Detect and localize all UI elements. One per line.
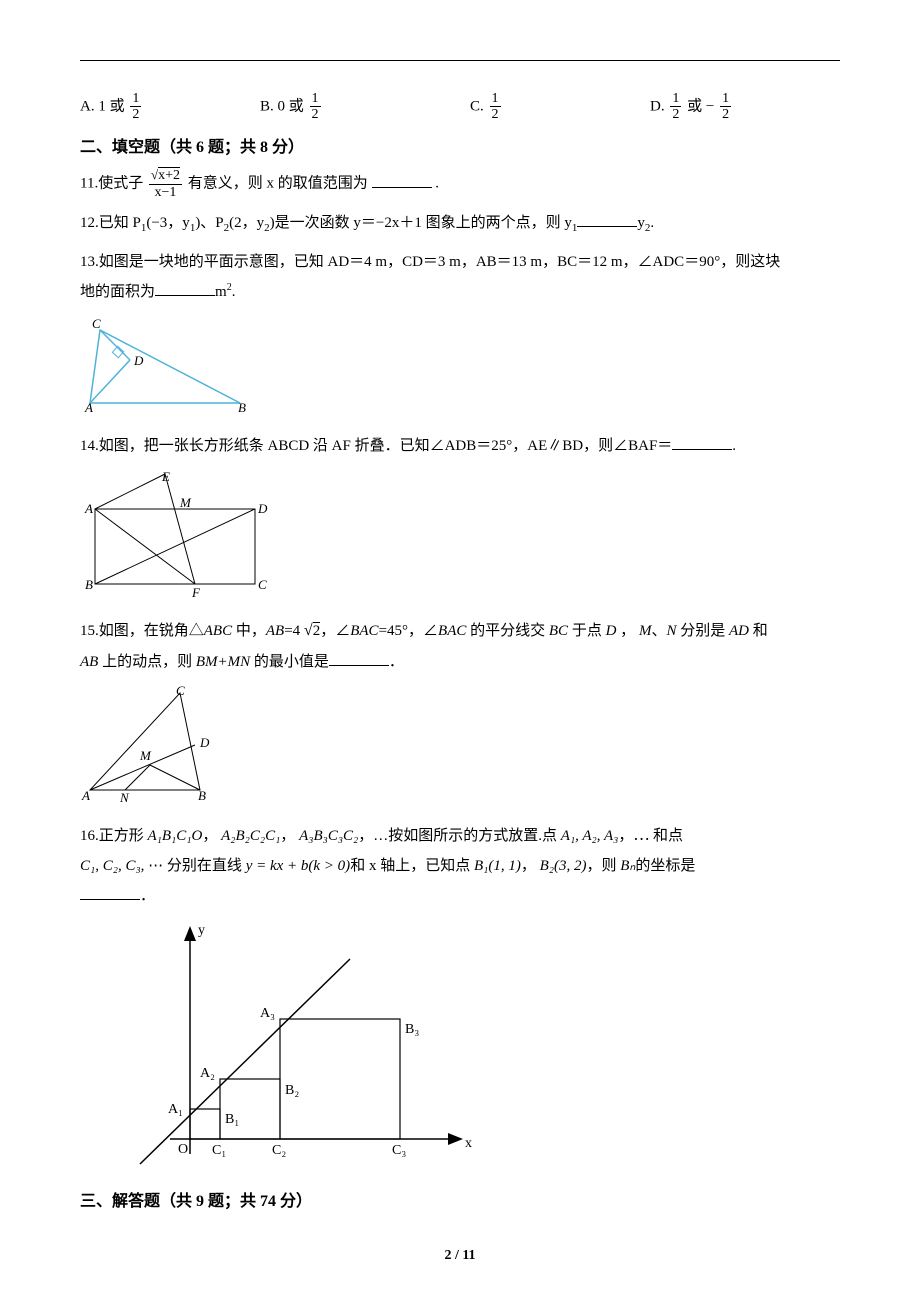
q11-blank	[372, 172, 432, 188]
q11-mid: 有意义，则 x 的取值范围为	[188, 176, 368, 192]
svg-text:B: B	[238, 400, 246, 415]
option-d-prefix: D.	[650, 98, 668, 114]
svg-text:C: C	[92, 316, 101, 331]
svg-text:D: D	[133, 353, 144, 368]
svg-text:N: N	[119, 790, 130, 805]
q15: 15.如图，在锐角△ABC 中，AB=4 √2，∠BAC=45°，∠BAC 的平…	[80, 615, 840, 677]
svg-text:A₂: A₂	[200, 1066, 215, 1081]
svg-text:x: x	[465, 1136, 472, 1151]
option-c-prefix: C.	[470, 98, 488, 114]
svg-text:A: A	[81, 788, 90, 803]
svg-text:B₂: B₂	[285, 1083, 299, 1098]
svg-text:A: A	[84, 400, 93, 415]
svg-text:C₁: C₁	[212, 1143, 226, 1158]
svg-text:C: C	[176, 685, 185, 698]
svg-text:A₁: A₁	[168, 1102, 183, 1117]
q14-svg: A B C D E F M	[80, 469, 280, 599]
option-b: B. 0 或 1 2	[260, 91, 470, 123]
q13-line1: 13.如图是一块地的平面示意图，已知 AD＝4 m，CD＝3 m，AB＝13 m…	[80, 247, 840, 277]
q13-blank	[155, 280, 215, 296]
q11-suffix: .	[435, 176, 439, 192]
svg-text:F: F	[191, 585, 201, 599]
q13-svg: A B C D	[80, 315, 270, 415]
svg-text:A: A	[84, 501, 93, 516]
svg-text:E: E	[161, 469, 170, 484]
fraction-b: 1 2	[310, 91, 321, 123]
q10-options: A. 1 或 1 2 B. 0 或 1 2 C. 1 2 D. 1 2 或 − …	[80, 91, 840, 123]
section3-header: 三、解答题（共 9 题；共 74 分）	[80, 1189, 840, 1215]
q16-blank	[80, 884, 140, 900]
fraction-d1: 1 2	[670, 91, 681, 123]
svg-text:O: O	[178, 1142, 188, 1157]
option-a-prefix: A. 1 或	[80, 98, 128, 114]
q12-blank	[577, 211, 637, 227]
svg-text:C₂: C₂	[272, 1143, 286, 1158]
svg-text:M: M	[139, 748, 152, 763]
option-c: C. 1 2	[470, 91, 650, 123]
svg-text:D: D	[199, 735, 210, 750]
q13-line2: 地的面积为m2.	[80, 277, 840, 307]
section2-header: 二、填空题（共 6 题；共 8 分）	[80, 135, 840, 161]
svg-text:B₁: B₁	[225, 1112, 239, 1127]
fraction-c: 1 2	[490, 91, 501, 123]
svg-text:C₃: C₃	[392, 1143, 406, 1158]
top-divider	[80, 60, 840, 61]
svg-text:M: M	[179, 495, 192, 510]
q16: 16.正方形 A₁B₁C₁O， A₂B₂C₂C₁， A₃B₃C₃C₂，…按如图所…	[80, 821, 840, 911]
svg-text:B: B	[85, 577, 93, 592]
page-footer: 2 / 11	[80, 1245, 840, 1267]
q13: 13.如图是一块地的平面示意图，已知 AD＝4 m，CD＝3 m，AB＝13 m…	[80, 247, 840, 307]
svg-text:C: C	[258, 577, 267, 592]
q15-svg: A B C D M N	[80, 685, 260, 805]
q15-figure: A B C D M N	[80, 685, 840, 813]
option-d: D. 1 2 或 − 1 2	[650, 91, 790, 123]
q14-blank	[672, 434, 732, 450]
svg-text:y: y	[198, 923, 205, 938]
q14: 14.如图，把一张长方形纸条 ABCD 沿 AF 折叠．已知∠ADB＝25°，A…	[80, 431, 840, 461]
q12: 12.已知 P1(−3，y1)、P2(2，y2)是一次函数 y＝−2x＋1 图象…	[80, 208, 840, 239]
option-b-prefix: B. 0 或	[260, 98, 308, 114]
svg-text:B: B	[198, 788, 206, 803]
q15-blank	[329, 650, 389, 666]
q11: 11.使式子 √x+2 x−1 有意义，则 x 的取值范围为 .	[80, 168, 840, 200]
q16-figure: O x y A₁ A₂ A₃ B₁ B₂ B₃ C₁ C₂ C₃	[120, 919, 840, 1177]
q13-figure: A B C D	[80, 315, 840, 423]
fraction-d2: 1 2	[720, 91, 731, 123]
option-d-mid: 或 −	[687, 98, 714, 114]
svg-text:B₃: B₃	[405, 1022, 419, 1037]
option-a: A. 1 或 1 2	[80, 91, 260, 123]
svg-text:D: D	[257, 501, 268, 516]
q11-prefix: 11.使式子	[80, 176, 147, 192]
fraction-a: 1 2	[130, 91, 141, 123]
q16-svg: O x y A₁ A₂ A₃ B₁ B₂ B₃ C₁ C₂ C₃	[120, 919, 480, 1169]
svg-text:A₃: A₃	[260, 1006, 275, 1021]
q14-figure: A B C D E F M	[80, 469, 840, 607]
q11-fraction: √x+2 x−1	[149, 168, 182, 200]
